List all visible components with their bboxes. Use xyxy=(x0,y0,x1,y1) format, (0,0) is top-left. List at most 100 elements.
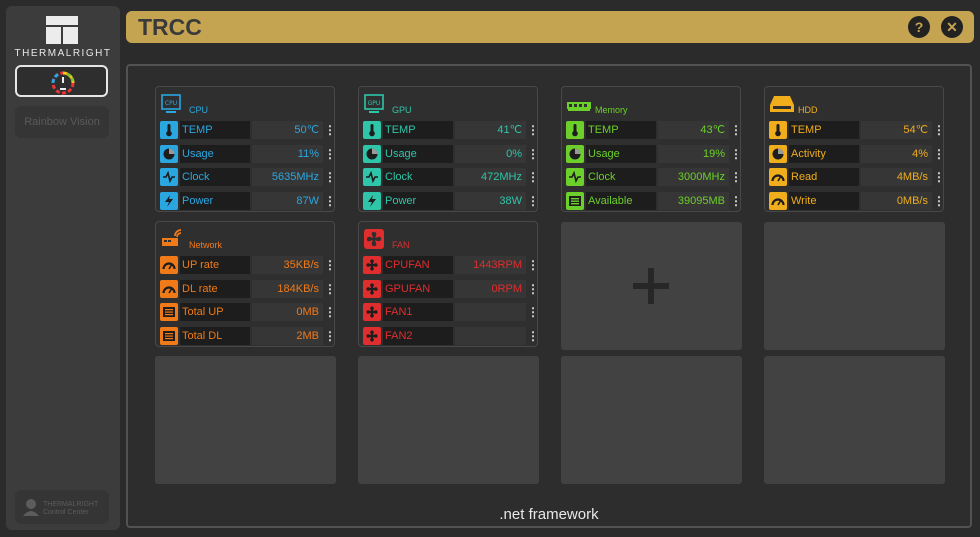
list-icon xyxy=(160,303,178,321)
sensor-row[interactable]: DL rate 184KB/s ⋮ xyxy=(160,279,336,298)
more-options-icon[interactable]: ⋮ xyxy=(527,146,539,161)
more-options-icon[interactable]: ⋮ xyxy=(324,123,336,137)
sensor-row[interactable]: Write 0MB/s ⋮ xyxy=(769,191,945,210)
pulse-icon xyxy=(160,168,178,186)
empty-tile[interactable] xyxy=(155,356,336,484)
empty-tile[interactable] xyxy=(764,222,945,350)
sensor-row[interactable]: Activity 4% ⋮ xyxy=(769,144,945,163)
cpu-icon: CPU xyxy=(161,94,181,114)
pulse-icon xyxy=(566,168,584,186)
panel-hdd: HDD TEMP 54℃ ⋮ Activity 4% ⋮ Read 4MB/s ⋮ Write 0MB… xyxy=(764,86,945,212)
sensor-value: 472MHz xyxy=(455,168,526,186)
more-options-icon[interactable]: ⋮ xyxy=(324,193,336,208)
sensor-label: Total DL xyxy=(180,326,250,345)
more-options-icon[interactable]: ⋮ xyxy=(933,170,945,184)
more-options-icon[interactable]: ⋮ xyxy=(324,258,336,272)
panel-title: Memory xyxy=(595,105,628,115)
sensor-row[interactable]: TEMP 50℃ ⋮ xyxy=(160,121,336,139)
more-options-icon[interactable]: ⋮ xyxy=(730,123,742,137)
sensor-row[interactable]: FAN2 ⋮ xyxy=(363,326,539,345)
more-options-icon[interactable]: ⋮ xyxy=(527,305,539,319)
sensor-label: CPUFAN xyxy=(383,256,453,274)
more-options-icon[interactable]: ⋮ xyxy=(933,146,945,161)
more-options-icon[interactable]: ⋮ xyxy=(324,328,336,343)
more-options-icon[interactable]: ⋮ xyxy=(730,193,742,208)
sensor-label: Usage xyxy=(586,144,656,163)
nav-monitor-button[interactable] xyxy=(15,65,108,97)
help-button[interactable]: ? xyxy=(908,16,930,38)
sensor-row[interactable]: Total UP 0MB ⋮ xyxy=(160,303,336,321)
empty-tile[interactable] xyxy=(358,356,539,484)
add-panel-tile[interactable] xyxy=(561,222,742,350)
close-button[interactable]: ✕ xyxy=(941,16,963,38)
more-options-icon[interactable]: ⋮ xyxy=(730,170,742,184)
sensor-label: Total UP xyxy=(180,303,250,321)
sensor-label: Available xyxy=(586,191,656,210)
sensor-row[interactable]: Available 39095MB ⋮ xyxy=(566,191,742,210)
rainbow-vision-button[interactable]: Rainbow Vision xyxy=(15,106,109,138)
control-center-text: THERMALRIGHT Control Center xyxy=(43,501,98,517)
sensor-value: 5635MHz xyxy=(252,168,323,186)
empty-tile[interactable] xyxy=(561,356,742,484)
sensor-label: UP rate xyxy=(180,256,250,274)
pulse-icon xyxy=(363,168,381,186)
sensor-label: Usage xyxy=(180,144,250,163)
sensor-label: DL rate xyxy=(180,279,250,298)
sensor-row[interactable]: TEMP 41℃ ⋮ xyxy=(363,121,539,139)
sensor-label: Write xyxy=(789,191,859,210)
panel-title: HDD xyxy=(798,105,818,115)
panel-title: GPU xyxy=(392,105,412,115)
more-options-icon[interactable]: ⋮ xyxy=(730,146,742,161)
sensor-value: 41℃ xyxy=(455,121,526,139)
more-options-icon[interactable]: ⋮ xyxy=(324,170,336,184)
sensor-label: Activity xyxy=(789,144,859,163)
sensor-row[interactable]: Read 4MB/s ⋮ xyxy=(769,168,945,186)
more-options-icon[interactable]: ⋮ xyxy=(933,123,945,137)
sensor-row[interactable]: Usage 11% ⋮ xyxy=(160,144,336,163)
sensor-value: 54℃ xyxy=(861,121,932,139)
sensor-value: 11% xyxy=(252,144,323,163)
sensor-row[interactable]: Power 38W ⋮ xyxy=(363,191,539,210)
sensor-label: TEMP xyxy=(180,121,250,139)
sensor-row[interactable]: CPUFAN 1443RPM ⋮ xyxy=(363,256,539,274)
thermometer-icon xyxy=(566,121,584,139)
more-options-icon[interactable]: ⋮ xyxy=(527,328,539,343)
sensor-label: Usage xyxy=(383,144,453,163)
more-options-icon[interactable]: ⋮ xyxy=(933,193,945,208)
sensor-row[interactable]: UP rate 35KB/s ⋮ xyxy=(160,256,336,274)
sensor-value: 0% xyxy=(455,144,526,163)
network-icon xyxy=(161,229,182,249)
lightning-icon xyxy=(363,191,381,210)
more-options-icon[interactable]: ⋮ xyxy=(324,281,336,296)
sensor-row[interactable]: Clock 3000MHz ⋮ xyxy=(566,168,742,186)
more-options-icon[interactable]: ⋮ xyxy=(527,123,539,137)
sensor-row[interactable]: Power 87W ⋮ xyxy=(160,191,336,210)
sensor-value: 0RPM xyxy=(455,279,526,298)
pie-icon xyxy=(160,144,178,163)
more-options-icon[interactable]: ⋮ xyxy=(527,170,539,184)
sensor-row[interactable]: Usage 0% ⋮ xyxy=(363,144,539,163)
hdd-icon xyxy=(770,94,794,114)
more-options-icon[interactable]: ⋮ xyxy=(527,258,539,272)
plus-icon xyxy=(633,268,669,304)
sensor-row[interactable]: Total DL 2MB ⋮ xyxy=(160,326,336,345)
empty-tile[interactable] xyxy=(764,356,945,484)
more-options-icon[interactable]: ⋮ xyxy=(324,305,336,319)
user-icon xyxy=(23,499,39,516)
sensor-row[interactable]: Clock 472MHz ⋮ xyxy=(363,168,539,186)
sensor-row[interactable]: Usage 19% ⋮ xyxy=(566,144,742,163)
more-options-icon[interactable]: ⋮ xyxy=(324,146,336,161)
sensor-row[interactable]: FAN1 ⋮ xyxy=(363,303,539,321)
sensor-row[interactable]: TEMP 43℃ ⋮ xyxy=(566,121,742,139)
sensor-row[interactable]: GPUFAN 0RPM ⋮ xyxy=(363,279,539,298)
lightning-icon xyxy=(160,191,178,210)
sensor-row[interactable]: Clock 5635MHz ⋮ xyxy=(160,168,336,186)
more-options-icon[interactable]: ⋮ xyxy=(527,281,539,296)
gauge-icon xyxy=(160,256,178,274)
list-icon xyxy=(160,326,178,345)
sensor-row[interactable]: TEMP 54℃ ⋮ xyxy=(769,121,945,139)
sensor-label: TEMP xyxy=(789,121,859,139)
fan-icon xyxy=(363,279,381,298)
control-center-button[interactable]: THERMALRIGHT Control Center xyxy=(15,490,109,524)
more-options-icon[interactable]: ⋮ xyxy=(527,193,539,208)
